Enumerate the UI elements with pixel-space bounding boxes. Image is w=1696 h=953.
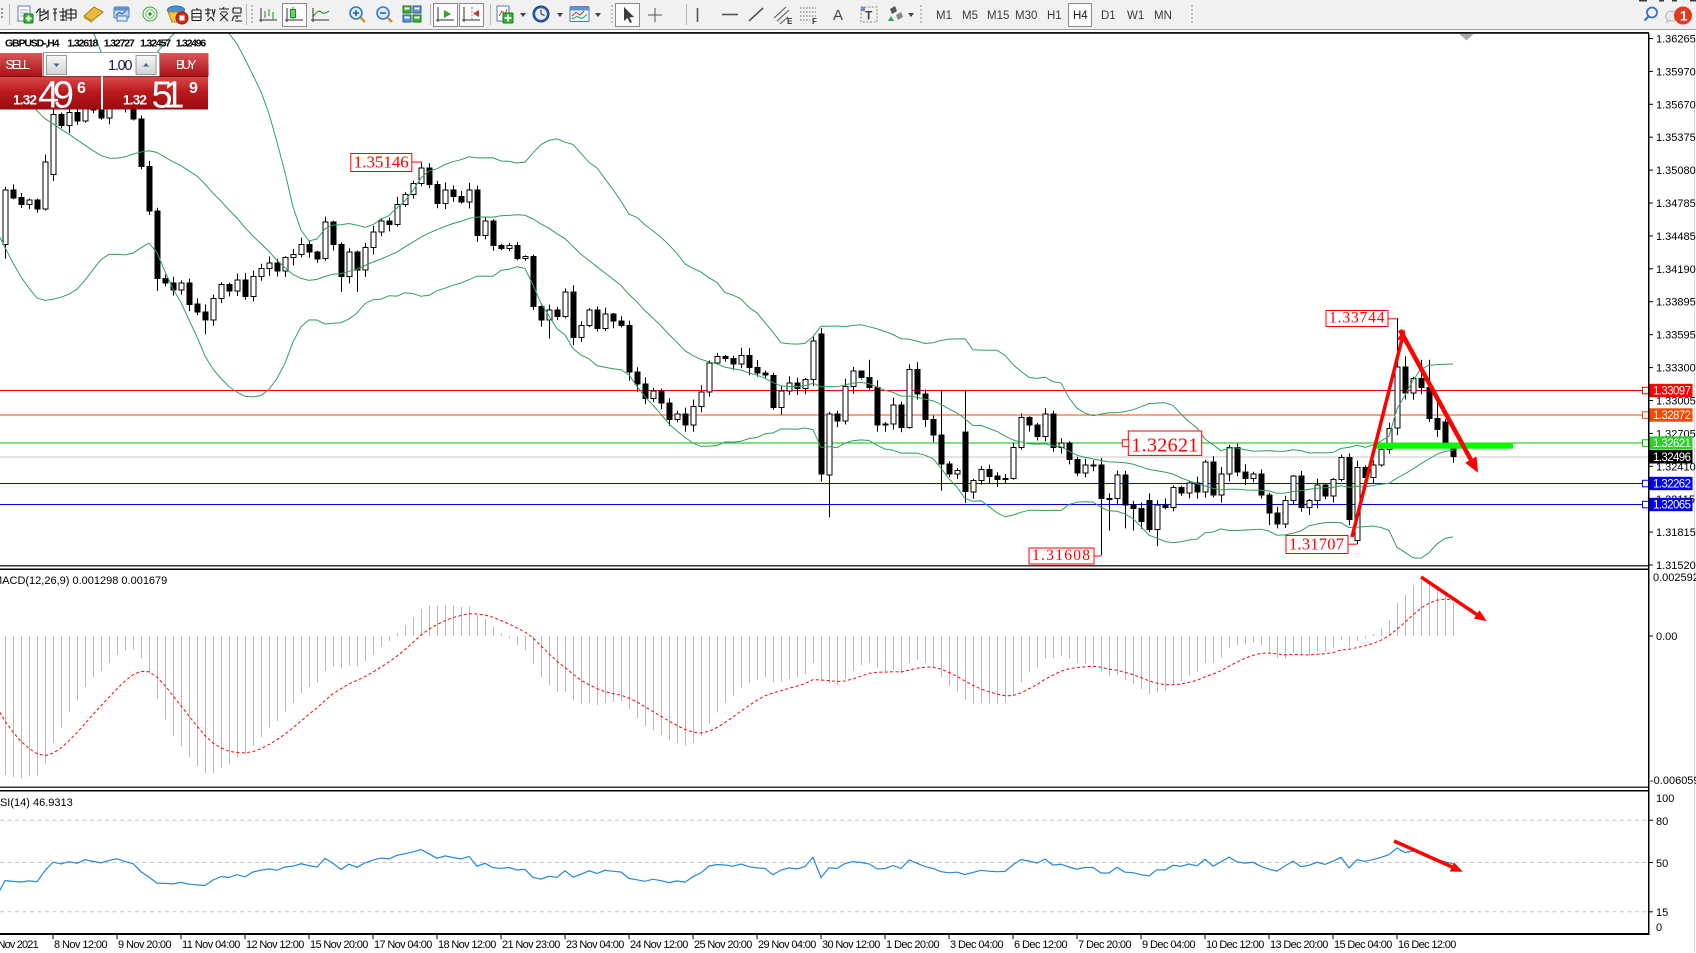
svg-text:1.33744: 1.33744 xyxy=(1329,310,1385,327)
svg-text:100: 100 xyxy=(1656,793,1674,805)
svg-text:1.36265: 1.36265 xyxy=(1656,34,1696,46)
svg-text:12 Nov 12:00: 12 Nov 12:00 xyxy=(246,939,304,951)
svg-text:30 Nov 12:00: 30 Nov 12:00 xyxy=(822,939,880,951)
svg-text:RSI(14) 46.9313: RSI(14) 46.9313 xyxy=(0,797,73,809)
svg-text:3 Dec 04:00: 3 Dec 04:00 xyxy=(950,939,1004,951)
svg-text:1.32496: 1.32496 xyxy=(176,38,207,50)
svg-text:1.33097: 1.33097 xyxy=(1653,386,1691,398)
svg-text:GBPUSD-,H4: GBPUSD-,H4 xyxy=(5,38,60,50)
svg-text:16 Dec 12:00: 16 Dec 12:00 xyxy=(1398,939,1456,951)
svg-text:D1: D1 xyxy=(1101,10,1116,22)
svg-text:MACD(12,26,9) 0.001298 0.00167: MACD(12,26,9) 0.001298 0.001679 xyxy=(0,575,167,587)
svg-text:49: 49 xyxy=(38,75,74,117)
svg-text:7 Dec 20:00: 7 Dec 20:00 xyxy=(1078,939,1132,951)
svg-text:15 Dec 04:00: 15 Dec 04:00 xyxy=(1334,939,1392,951)
svg-text:BUY: BUY xyxy=(176,58,197,72)
svg-text:1.35146: 1.35146 xyxy=(354,153,409,172)
svg-text:13 Dec 20:00: 13 Dec 20:00 xyxy=(1270,939,1328,951)
svg-text:1.35375: 1.35375 xyxy=(1656,132,1696,144)
svg-text:0.00: 0.00 xyxy=(1656,631,1677,643)
svg-text:1.32: 1.32 xyxy=(123,93,147,108)
svg-text:SELL: SELL xyxy=(6,58,31,72)
svg-text:15 Nov 20:00: 15 Nov 20:00 xyxy=(310,939,368,951)
svg-text:1: 1 xyxy=(1680,9,1688,24)
svg-text:11 Nov 04:00: 11 Nov 04:00 xyxy=(182,939,240,951)
svg-text:MN: MN xyxy=(1154,10,1172,22)
svg-text:50: 50 xyxy=(1656,858,1668,870)
svg-text:1.31815: 1.31815 xyxy=(1656,527,1696,539)
svg-text:H4: H4 xyxy=(1073,10,1088,22)
svg-text:51: 51 xyxy=(152,75,185,117)
svg-text:6 Dec 12:00: 6 Dec 12:00 xyxy=(1014,939,1068,951)
svg-text:1.32065: 1.32065 xyxy=(1653,500,1691,512)
svg-text:1.32621: 1.32621 xyxy=(1131,434,1198,456)
svg-text:1.00: 1.00 xyxy=(108,58,133,74)
svg-text:1.33895: 1.33895 xyxy=(1656,297,1696,309)
svg-text:1.32410: 1.32410 xyxy=(1656,461,1696,473)
svg-text:1.32496: 1.32496 xyxy=(1653,452,1691,464)
svg-text:1.33300: 1.33300 xyxy=(1656,363,1696,375)
svg-text:E: E xyxy=(787,17,793,26)
svg-text:10 Dec 12:00: 10 Dec 12:00 xyxy=(1206,939,1264,951)
svg-text:25 Nov 20:00: 25 Nov 20:00 xyxy=(694,939,752,951)
svg-text:1.35080: 1.35080 xyxy=(1656,165,1696,177)
svg-text:6: 6 xyxy=(77,80,86,97)
svg-text:1.31520: 1.31520 xyxy=(1656,560,1696,572)
svg-text:8 Nov 12:00: 8 Nov 12:00 xyxy=(54,939,108,951)
svg-text:1.32262: 1.32262 xyxy=(1653,479,1691,491)
svg-text:1.31707: 1.31707 xyxy=(1289,535,1344,554)
svg-text:1.32621: 1.32621 xyxy=(1653,438,1691,450)
svg-text:1.32457: 1.32457 xyxy=(140,38,171,50)
svg-text:M30: M30 xyxy=(1015,10,1037,22)
svg-text:M15: M15 xyxy=(987,10,1009,22)
svg-text:18 Nov 12:00: 18 Nov 12:00 xyxy=(438,939,496,951)
svg-text:1.35670: 1.35670 xyxy=(1656,99,1696,111)
svg-text:W1: W1 xyxy=(1127,10,1144,22)
svg-text:1.32: 1.32 xyxy=(13,93,37,108)
svg-text:24 Nov 12:00: 24 Nov 12:00 xyxy=(630,939,688,951)
svg-text:1 Dec 20:00: 1 Dec 20:00 xyxy=(886,939,940,951)
svg-text:5 Nov 2021: 5 Nov 2021 xyxy=(0,939,39,951)
svg-text:1.35970: 1.35970 xyxy=(1656,66,1696,78)
svg-text:A: A xyxy=(833,7,843,24)
svg-text:9 Dec 04:00: 9 Dec 04:00 xyxy=(1142,939,1196,951)
svg-text:23 Nov 04:00: 23 Nov 04:00 xyxy=(566,939,624,951)
svg-text:1.32618: 1.32618 xyxy=(67,38,98,50)
svg-text:M1: M1 xyxy=(936,10,952,22)
svg-text:21 Nov 23:00: 21 Nov 23:00 xyxy=(502,939,560,951)
svg-text:-0.006059: -0.006059 xyxy=(1650,775,1696,787)
svg-text:F: F xyxy=(812,17,817,26)
svg-text:80: 80 xyxy=(1656,816,1668,828)
svg-text:1.34485: 1.34485 xyxy=(1656,231,1696,243)
svg-text:1.31608: 1.31608 xyxy=(1032,547,1090,564)
svg-text:T: T xyxy=(865,9,873,23)
svg-text:0: 0 xyxy=(1656,922,1662,934)
svg-text:1.32727: 1.32727 xyxy=(104,38,135,50)
svg-text:M5: M5 xyxy=(962,10,978,22)
svg-text:29 Nov 04:00: 29 Nov 04:00 xyxy=(758,939,816,951)
svg-text:15: 15 xyxy=(1656,907,1668,919)
svg-text:9 Nov 20:00: 9 Nov 20:00 xyxy=(118,939,172,951)
svg-text:9: 9 xyxy=(189,80,198,97)
svg-text:H1: H1 xyxy=(1047,10,1062,22)
svg-text:0.002592: 0.002592 xyxy=(1653,572,1696,584)
svg-text:1.33005: 1.33005 xyxy=(1656,396,1696,408)
svg-text:1.34190: 1.34190 xyxy=(1656,264,1696,276)
svg-text:1.33595: 1.33595 xyxy=(1656,330,1696,342)
svg-text:1.32872: 1.32872 xyxy=(1653,410,1691,422)
svg-text:17 Nov 04:00: 17 Nov 04:00 xyxy=(374,939,432,951)
svg-text:1.34785: 1.34785 xyxy=(1656,198,1696,210)
